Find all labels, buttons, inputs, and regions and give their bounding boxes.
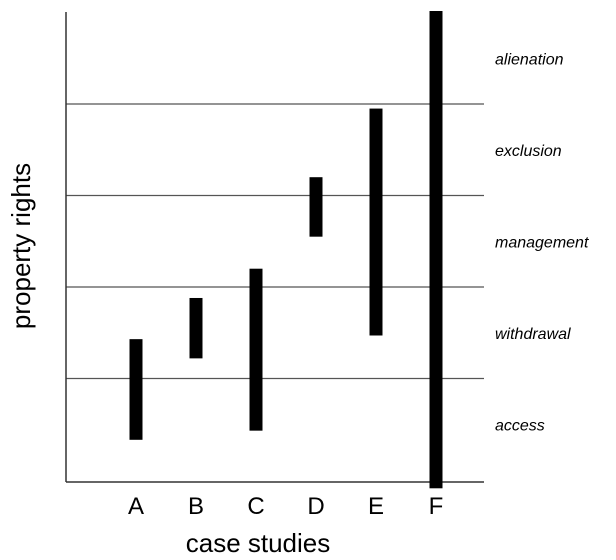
y-axis-label: property rights [6, 163, 36, 329]
band-label-access: access [495, 417, 545, 434]
range-bar-b [189, 297, 203, 359]
x-tick-label: C [247, 493, 264, 520]
range-bars [129, 11, 443, 489]
grid-lines [66, 103, 484, 380]
range-bar-a [129, 339, 143, 440]
x-tick-label: F [429, 493, 444, 520]
x-tick-label: A [128, 493, 144, 520]
range-bar-d [309, 177, 323, 237]
x-tick-label: E [368, 493, 384, 520]
x-tick-labels: A B C D E F [128, 493, 443, 520]
range-bar-e [369, 108, 383, 336]
range-bar-c [249, 268, 263, 431]
band-label-withdrawal: withdrawal [495, 326, 571, 343]
x-axis-label: case studies [186, 528, 331, 558]
x-tick-label: B [188, 493, 204, 520]
x-tick-label: D [307, 493, 324, 520]
band-label-alienation: alienation [495, 51, 564, 68]
band-label-exclusion: exclusion [495, 143, 562, 160]
axes [65, 12, 484, 483]
band-label-management: management [495, 234, 589, 251]
range-bar-f [429, 11, 443, 489]
band-labels: access withdrawal management exclusion alien… [495, 51, 589, 434]
